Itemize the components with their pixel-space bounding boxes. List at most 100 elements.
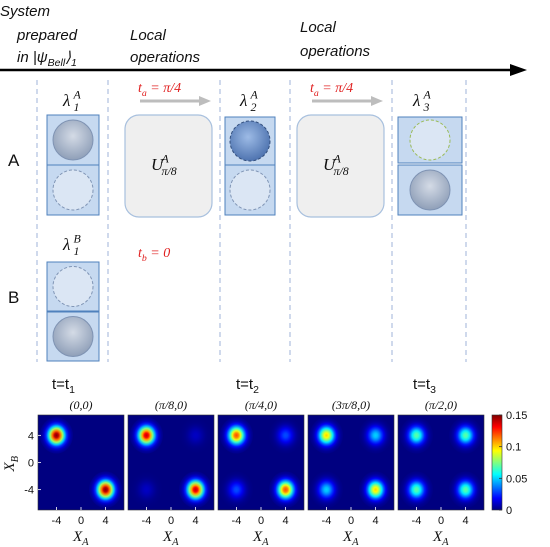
x-tick-label: -4 xyxy=(142,515,152,527)
state-label-sup: A xyxy=(250,87,259,101)
x-tick-label: 0 xyxy=(348,515,354,527)
state-label-symbol: λ xyxy=(412,91,420,110)
snapshot-label-part: 2 xyxy=(253,384,259,396)
header-line: prepared xyxy=(16,27,78,44)
x-axis-label-part: A xyxy=(261,537,269,547)
empty-state xyxy=(229,169,271,211)
x-axis-label: XA xyxy=(72,529,89,547)
x-axis-label-part: X xyxy=(252,529,263,545)
operator-box xyxy=(124,114,213,218)
empty-state xyxy=(52,266,94,307)
occupied-state xyxy=(52,119,94,161)
x-tick-label: -4 xyxy=(52,515,62,527)
state-label-sub: 1 xyxy=(74,244,80,258)
row-label: B xyxy=(8,288,19,307)
header-line: in |ψBell⟩1 xyxy=(17,49,77,69)
colorbar-tick-label: 0 xyxy=(506,505,512,517)
time-label: ta = π/4 xyxy=(310,81,353,99)
colorbar-tick-label: 0.15 xyxy=(506,410,527,422)
panel-title: (π/2,0) xyxy=(425,398,457,412)
density-peak xyxy=(399,471,434,508)
x-tick-label: -4 xyxy=(232,515,242,527)
x-tick-label: -4 xyxy=(412,515,422,527)
snapshot-label-part: t=t xyxy=(52,376,70,393)
occupied-state xyxy=(409,169,451,211)
state-label-symbol: λ xyxy=(239,91,247,110)
density-peak xyxy=(129,471,164,508)
y-axis-label-part: X xyxy=(2,462,18,473)
operator-box xyxy=(296,114,385,218)
density-peak xyxy=(309,471,344,508)
operator-label-sub: π/8 xyxy=(334,164,349,178)
colorbar-tick-label: 0.05 xyxy=(506,473,527,485)
x-tick-label: 0 xyxy=(78,515,84,527)
operator-label-symbol: U xyxy=(323,155,337,174)
operation-arrow-head xyxy=(371,96,383,106)
operations-label: Local xyxy=(130,27,167,44)
time-label-part: t xyxy=(138,246,143,261)
empty-state xyxy=(52,169,94,211)
density-peak xyxy=(39,417,74,454)
time-label-part: a xyxy=(142,88,147,99)
density-peak xyxy=(399,417,434,454)
header-line: System xyxy=(0,3,50,20)
x-axis-label: XA xyxy=(432,529,449,547)
snapshot-label: t=t2 xyxy=(236,376,259,396)
x-axis-label-part: X xyxy=(162,529,173,545)
x-tick-label: 4 xyxy=(193,515,199,527)
snapshot-label-part: t=t xyxy=(413,376,431,393)
operator-label-sup: A xyxy=(161,151,170,165)
time-label-part: = π/4 xyxy=(147,81,181,96)
panel-title: (3π/8,0) xyxy=(332,398,370,412)
time-label: tb = 0 xyxy=(138,246,170,264)
density-peak xyxy=(88,471,123,508)
x-tick-label: 0 xyxy=(258,515,264,527)
density-peak xyxy=(448,471,483,508)
operations-label: Local xyxy=(300,19,337,36)
panel-title: (π/8,0) xyxy=(155,398,187,412)
x-axis-label-part: A xyxy=(81,537,89,547)
occupied-state xyxy=(229,120,271,162)
operator-label-sub: π/8 xyxy=(162,164,177,178)
density-peak xyxy=(178,417,213,454)
snapshot-label: t=t1 xyxy=(52,376,75,396)
time-label-part: b xyxy=(142,253,147,264)
density-peak xyxy=(268,471,303,508)
y-tick-label: 0 xyxy=(28,458,34,470)
time-label-part: = π/4 xyxy=(319,81,353,96)
time-label-part: t xyxy=(310,81,315,96)
state-label-sup: A xyxy=(423,87,432,101)
panel-title: (π/4,0) xyxy=(245,398,277,412)
state-label-sub: 1 xyxy=(74,100,80,114)
time-label: ta = π/4 xyxy=(138,81,181,99)
x-tick-label: 4 xyxy=(463,515,469,527)
density-peak xyxy=(129,417,164,454)
x-tick-label: 0 xyxy=(168,515,174,527)
time-label-part: a xyxy=(314,88,319,99)
snapshot-label-part: t=t xyxy=(236,376,254,393)
density-peak xyxy=(448,417,483,454)
state-label-sub: 3 xyxy=(423,100,430,114)
empty-state xyxy=(409,119,451,161)
x-axis-label: XA xyxy=(252,529,269,547)
x-tick-label: 4 xyxy=(373,515,379,527)
density-peak xyxy=(219,417,254,454)
density-peak xyxy=(358,471,393,508)
x-axis-label-part: X xyxy=(432,529,443,545)
density-peak xyxy=(178,471,213,508)
x-axis-label-part: X xyxy=(342,529,353,545)
density-peak xyxy=(219,471,254,508)
density-peak xyxy=(268,417,303,454)
state-label-sup: A xyxy=(73,87,82,101)
x-axis-label-part: A xyxy=(171,537,179,547)
header-line-part: in |ψ xyxy=(17,49,48,66)
x-axis-label: XA xyxy=(342,529,359,547)
x-axis-label-part: A xyxy=(441,537,449,547)
snapshot-label-part: 3 xyxy=(430,384,436,396)
snapshot-label: t=t3 xyxy=(413,376,436,396)
header-line-part: 1 xyxy=(71,57,77,69)
y-tick-label: -4 xyxy=(24,485,34,497)
state-label-sub: 2 xyxy=(251,100,257,114)
